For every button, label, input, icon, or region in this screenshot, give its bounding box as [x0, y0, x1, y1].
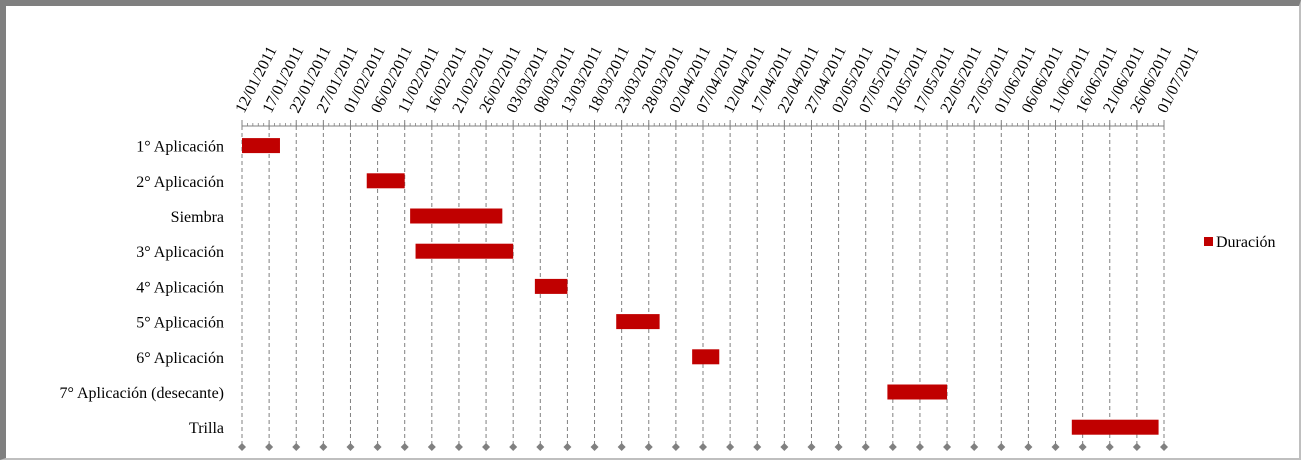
gridline-marker — [238, 443, 246, 451]
gridline-marker — [970, 443, 979, 451]
bar-4 — [415, 243, 514, 259]
gridline-marker — [1024, 443, 1033, 451]
gridline-marker — [726, 443, 735, 451]
gridline-marker — [319, 443, 328, 451]
bar-5 — [534, 278, 568, 294]
x-axis — [241, 120, 1165, 127]
gridline-marker — [1132, 443, 1141, 451]
gridline-marker — [997, 443, 1006, 451]
bar-7 — [692, 349, 720, 365]
bar-9 — [1071, 419, 1159, 435]
gridline-marker — [1078, 443, 1087, 451]
bar-1 — [242, 138, 280, 154]
category-label: 7° Aplicación (desecante) — [59, 385, 224, 402]
category-label: 2° Aplicación — [136, 174, 224, 191]
gridline-marker — [834, 443, 843, 451]
gridline-marker — [671, 443, 680, 451]
bar-2 — [366, 173, 405, 189]
gridline-marker — [617, 443, 626, 451]
category-label: 4° Aplicación — [136, 279, 224, 296]
category-label: Siembra — [171, 209, 224, 226]
category-label: 1° Aplicación — [136, 139, 224, 156]
gridline-marker — [265, 443, 274, 451]
gridline-marker — [400, 443, 409, 451]
bar-8 — [887, 384, 948, 400]
gridline-marker — [861, 443, 870, 451]
gridline-marker — [509, 443, 518, 451]
gridline-marker — [1051, 443, 1060, 451]
gridline-marker — [1160, 443, 1168, 451]
gridline-marker — [563, 443, 572, 451]
category-labels: 1° Aplicación 2° Aplicación Siembra 3° Apli… — [59, 139, 224, 438]
gridline-marker — [373, 443, 382, 451]
gridline-marker — [346, 443, 355, 451]
gridline-marker — [915, 443, 924, 451]
category-label: 6° Aplicación — [136, 350, 224, 367]
gridline-marker — [753, 443, 762, 451]
gridline-marker — [454, 443, 463, 451]
gridline-marker — [943, 443, 952, 451]
gridline-marker — [888, 443, 897, 451]
bar-3 — [410, 208, 503, 224]
gridline-marker — [292, 443, 301, 451]
legend: Duración — [1204, 234, 1276, 251]
gridline-marker — [427, 443, 436, 451]
gridline-marker — [644, 443, 653, 451]
bars — [242, 138, 1159, 435]
gridline-marker — [699, 443, 707, 451]
category-label: 3° Aplicación — [136, 244, 224, 261]
legend-label: Duración — [1216, 234, 1276, 251]
category-label: 5° Aplicación — [136, 315, 224, 332]
gridline-marker — [536, 443, 545, 451]
gridline-marker — [807, 443, 816, 451]
category-label: Trilla — [189, 420, 224, 437]
gridline-marker — [482, 443, 491, 451]
gridlines — [238, 126, 1168, 451]
gridline-marker — [1105, 443, 1114, 451]
gridline-marker — [780, 443, 789, 451]
bar-6 — [616, 314, 660, 330]
gridline-marker — [590, 443, 599, 451]
legend-swatch — [1204, 237, 1213, 246]
x-tick-labels: 12/01/201117/01/201122/01/201127/01/2011… — [232, 44, 1202, 116]
